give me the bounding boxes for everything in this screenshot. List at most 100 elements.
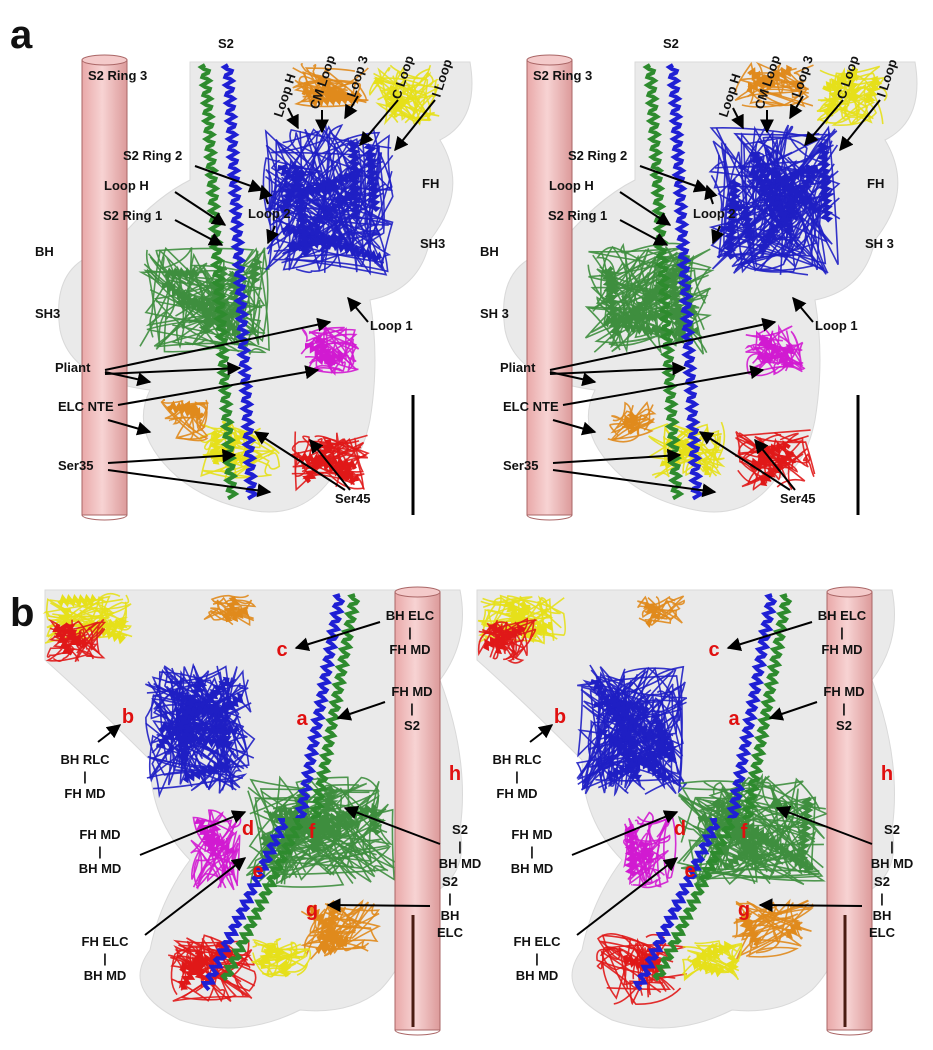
ribbon bbox=[632, 811, 669, 873]
helix bbox=[385, 84, 400, 111]
label: S2 bbox=[218, 36, 234, 51]
helix bbox=[277, 960, 292, 978]
residue-letter: g bbox=[738, 899, 750, 921]
helix bbox=[784, 197, 801, 222]
helix bbox=[650, 713, 677, 753]
ribbon bbox=[255, 942, 312, 968]
label: Loop 1 bbox=[815, 318, 858, 333]
ribbon bbox=[577, 675, 688, 794]
ribbon bbox=[681, 944, 740, 982]
ribbon bbox=[596, 940, 676, 979]
arrow bbox=[726, 621, 813, 651]
arrow bbox=[839, 99, 881, 152]
label-line: S2 bbox=[218, 36, 234, 51]
ribbon bbox=[738, 432, 809, 488]
arrow bbox=[259, 184, 273, 205]
ribbon bbox=[197, 848, 240, 888]
label: FH ELC | BH MD bbox=[82, 934, 130, 983]
helix bbox=[314, 348, 344, 366]
panel-letter: b bbox=[10, 591, 34, 635]
arrow bbox=[619, 191, 672, 226]
arrow bbox=[529, 724, 554, 743]
arrow bbox=[309, 438, 351, 491]
label-line: BH ELC bbox=[818, 608, 867, 623]
helix bbox=[694, 940, 733, 965]
label-line: | bbox=[515, 769, 519, 784]
arrow bbox=[107, 419, 152, 436]
label-line: | bbox=[840, 625, 844, 640]
label-line: ELC bbox=[437, 925, 464, 940]
arrow bbox=[552, 448, 682, 464]
cylinder-bottom bbox=[394, 1029, 441, 1036]
ribbon bbox=[715, 127, 789, 268]
label-line: FH bbox=[422, 176, 439, 191]
helix bbox=[691, 957, 725, 978]
label-line: a bbox=[728, 708, 740, 730]
residue-letter: e bbox=[252, 860, 263, 882]
label-line: BH MD bbox=[871, 856, 914, 871]
cylinder-top bbox=[826, 586, 873, 598]
helix bbox=[310, 785, 338, 853]
arrow bbox=[571, 810, 679, 856]
helix bbox=[181, 400, 205, 422]
label-line: SH3 bbox=[35, 306, 60, 321]
helix bbox=[271, 946, 286, 964]
helix bbox=[738, 914, 762, 947]
helix bbox=[722, 178, 742, 260]
arrow bbox=[104, 361, 242, 376]
helix bbox=[161, 279, 241, 337]
ribbon bbox=[734, 167, 828, 265]
ribbon bbox=[724, 125, 794, 258]
label-line: | bbox=[880, 891, 884, 906]
helix bbox=[368, 808, 383, 836]
label-line: g bbox=[738, 899, 750, 921]
helix bbox=[247, 257, 263, 284]
label: Ser45 bbox=[335, 491, 370, 506]
label-line: BH RLC bbox=[60, 752, 110, 767]
arrow bbox=[336, 701, 386, 721]
label: S2 Ring 3 bbox=[533, 68, 592, 83]
helix bbox=[777, 344, 795, 363]
ribbon bbox=[738, 156, 834, 273]
label-line: BH bbox=[480, 244, 499, 259]
label: S2 Ring 1 bbox=[103, 208, 162, 223]
label: BH ELC | FH MD bbox=[818, 608, 867, 657]
ribbon bbox=[483, 618, 537, 659]
helix bbox=[313, 167, 362, 194]
helix bbox=[319, 904, 341, 951]
label: FH bbox=[867, 176, 884, 191]
helix bbox=[346, 140, 363, 222]
label: S2 Ring 1 bbox=[548, 208, 607, 223]
helix bbox=[212, 692, 244, 719]
panel-letter: a bbox=[10, 13, 33, 57]
label-line: S2 Ring 2 bbox=[123, 148, 182, 163]
arrow bbox=[576, 857, 679, 936]
ribbon bbox=[208, 606, 237, 622]
helix bbox=[726, 593, 778, 821]
ribbon bbox=[480, 598, 548, 644]
helix bbox=[158, 720, 241, 738]
ribbon bbox=[377, 71, 440, 117]
label: Pliant bbox=[55, 360, 91, 375]
helix bbox=[767, 907, 775, 917]
helix bbox=[206, 831, 235, 857]
arrow bbox=[344, 95, 359, 120]
cylinder bbox=[526, 59, 573, 516]
arrow bbox=[639, 165, 709, 193]
helix bbox=[724, 954, 740, 975]
label: S2 Ring 2 bbox=[123, 148, 182, 163]
label: BH bbox=[35, 244, 54, 259]
helix bbox=[180, 702, 228, 720]
label-line: Ser35 bbox=[503, 458, 538, 473]
ribbon bbox=[816, 65, 881, 112]
arrow bbox=[253, 431, 346, 491]
arrow bbox=[552, 469, 717, 498]
label: SH 3 bbox=[865, 236, 894, 251]
ribbon bbox=[279, 136, 388, 276]
label-line: S2 Ring 1 bbox=[103, 208, 162, 223]
helix bbox=[57, 608, 73, 624]
ribbon bbox=[754, 899, 809, 927]
helix bbox=[182, 757, 231, 784]
label-line: SH3 bbox=[420, 236, 445, 251]
